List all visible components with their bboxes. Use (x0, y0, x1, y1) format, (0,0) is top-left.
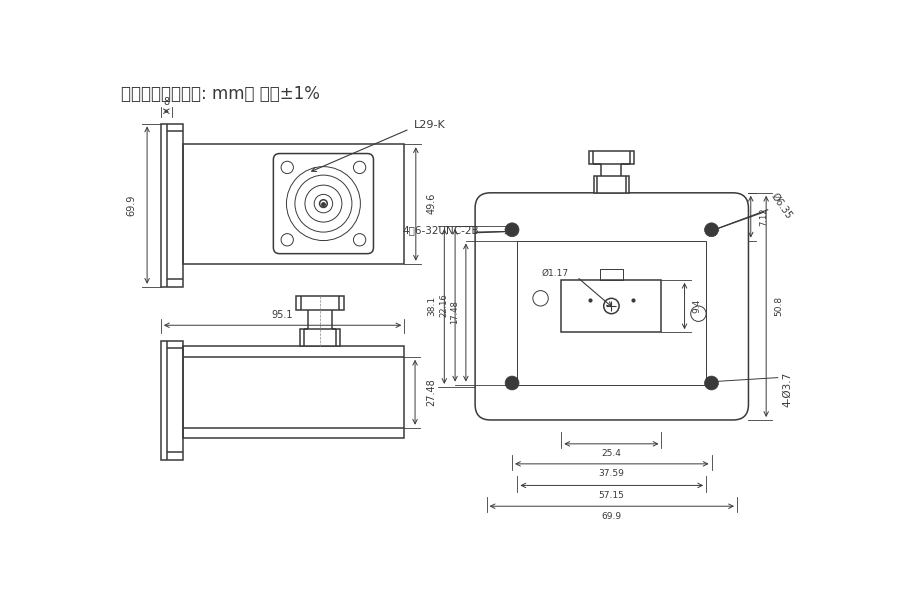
Text: 8: 8 (163, 97, 169, 107)
Text: 9.4: 9.4 (692, 299, 701, 313)
Text: 69.9: 69.9 (601, 512, 622, 521)
Text: Ø6.35: Ø6.35 (770, 191, 794, 221)
Text: 50.8: 50.8 (775, 296, 784, 316)
Bar (296, 296, 344, 310)
Text: Ø1.17: Ø1.17 (542, 269, 569, 278)
Bar (183, 144, 404, 264)
Text: 结构尺寸图（单位: mm） 误差±1%: 结构尺寸图（单位: mm） 误差±1% (121, 85, 320, 103)
Text: 27.48: 27.48 (427, 378, 436, 406)
Bar (300, 329, 340, 346)
Text: 69.9: 69.9 (127, 195, 137, 216)
Bar (161, 340, 183, 460)
Text: 57.15: 57.15 (598, 491, 625, 500)
Bar (562, 280, 662, 332)
Text: 49.6: 49.6 (427, 193, 437, 214)
Bar (594, 176, 629, 193)
Circle shape (705, 376, 718, 390)
Text: 22.16: 22.16 (440, 294, 449, 317)
Bar (599, 269, 623, 280)
Text: 95.1: 95.1 (272, 310, 293, 320)
Text: 17.48: 17.48 (451, 300, 460, 324)
Bar (518, 241, 706, 384)
Bar (161, 123, 183, 287)
Circle shape (505, 223, 519, 237)
Bar (590, 151, 634, 164)
Text: 25.4: 25.4 (601, 448, 621, 458)
Bar (183, 346, 404, 438)
Circle shape (705, 223, 718, 237)
Text: L29-K: L29-K (413, 120, 446, 130)
Text: 4处6-32UNC-2B: 4处6-32UNC-2B (402, 225, 479, 235)
Text: 38.1: 38.1 (428, 296, 436, 316)
Circle shape (505, 376, 519, 390)
Text: 7.12: 7.12 (760, 208, 769, 226)
Text: 4-Ø3.7: 4-Ø3.7 (782, 372, 792, 407)
Text: 37.59: 37.59 (598, 470, 625, 479)
